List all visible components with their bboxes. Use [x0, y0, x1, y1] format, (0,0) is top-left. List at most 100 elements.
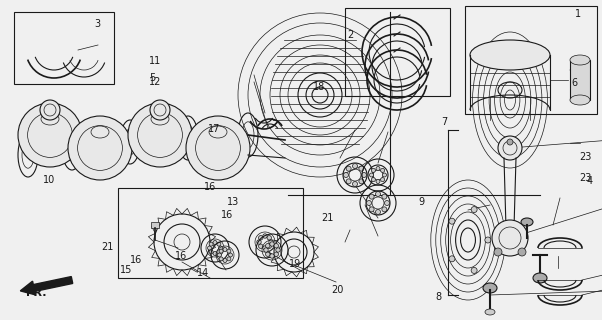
Circle shape [369, 194, 374, 199]
Text: 21: 21 [321, 213, 334, 223]
Circle shape [380, 168, 385, 172]
Text: 16: 16 [175, 251, 187, 261]
Circle shape [219, 249, 223, 253]
Ellipse shape [521, 218, 533, 226]
Circle shape [219, 257, 223, 261]
Text: 18: 18 [313, 82, 325, 92]
Circle shape [376, 191, 380, 196]
Circle shape [223, 247, 227, 252]
Circle shape [346, 166, 351, 171]
Text: 1: 1 [575, 9, 581, 20]
Text: 16: 16 [130, 255, 142, 265]
Text: 2: 2 [347, 29, 353, 40]
Bar [14, 12, 114, 84]
Circle shape [471, 268, 477, 273]
Circle shape [227, 257, 231, 261]
Circle shape [267, 244, 272, 248]
Circle shape [213, 241, 217, 244]
Ellipse shape [150, 100, 170, 120]
Text: 7: 7 [441, 116, 447, 127]
Text: 16: 16 [222, 210, 234, 220]
Circle shape [369, 207, 374, 212]
Circle shape [518, 248, 526, 256]
Circle shape [498, 136, 522, 160]
Circle shape [274, 244, 279, 248]
Circle shape [376, 166, 380, 171]
Ellipse shape [18, 103, 82, 167]
Text: 16: 16 [204, 182, 216, 192]
Text: 12: 12 [149, 76, 161, 87]
Bar [118, 188, 303, 278]
Circle shape [359, 179, 364, 184]
Text: 15: 15 [120, 265, 132, 276]
Circle shape [359, 166, 364, 171]
Circle shape [269, 240, 273, 244]
Circle shape [267, 236, 272, 240]
FancyArrow shape [20, 276, 73, 295]
Circle shape [209, 242, 213, 246]
Circle shape [370, 173, 373, 177]
Circle shape [217, 253, 222, 257]
Circle shape [217, 250, 221, 254]
Circle shape [270, 242, 274, 246]
Text: 13: 13 [228, 196, 240, 207]
Circle shape [229, 253, 232, 257]
Text: 14: 14 [197, 268, 209, 278]
Circle shape [208, 246, 211, 250]
Text: 9: 9 [418, 196, 424, 207]
Circle shape [353, 181, 358, 187]
Bar [151, 222, 159, 228]
Circle shape [213, 252, 217, 255]
Circle shape [507, 139, 513, 145]
Bar [345, 8, 450, 96]
Text: FR.: FR. [26, 288, 46, 298]
Circle shape [385, 201, 389, 205]
Circle shape [346, 179, 351, 184]
Circle shape [263, 246, 267, 250]
Circle shape [265, 252, 270, 256]
Text: 17: 17 [208, 124, 220, 134]
Text: 11: 11 [149, 56, 161, 67]
Circle shape [219, 246, 223, 250]
Circle shape [264, 248, 268, 252]
Text: 6: 6 [572, 77, 578, 88]
Circle shape [367, 201, 371, 205]
Text: 19: 19 [289, 259, 301, 269]
Ellipse shape [186, 116, 250, 180]
Text: 23: 23 [579, 152, 591, 163]
Circle shape [265, 244, 270, 248]
Ellipse shape [483, 283, 497, 293]
Circle shape [471, 207, 477, 212]
Circle shape [209, 250, 213, 254]
Circle shape [263, 234, 267, 238]
Circle shape [258, 244, 263, 248]
Ellipse shape [570, 95, 590, 105]
Circle shape [376, 180, 380, 183]
Circle shape [485, 237, 491, 243]
Circle shape [276, 248, 280, 252]
Circle shape [371, 168, 376, 172]
Text: 10: 10 [43, 175, 55, 185]
Circle shape [257, 240, 261, 244]
Ellipse shape [40, 100, 60, 120]
Circle shape [382, 173, 386, 177]
Text: 5: 5 [149, 73, 155, 84]
Circle shape [353, 164, 358, 169]
Text: 8: 8 [435, 292, 441, 302]
Circle shape [371, 178, 376, 181]
Circle shape [380, 178, 385, 181]
Bar [465, 6, 597, 114]
Ellipse shape [570, 55, 590, 65]
Circle shape [274, 252, 279, 256]
Ellipse shape [485, 309, 495, 315]
Text: 3: 3 [95, 19, 101, 29]
Circle shape [223, 259, 227, 262]
Circle shape [494, 248, 502, 256]
Circle shape [449, 256, 455, 262]
Circle shape [376, 210, 380, 214]
Circle shape [382, 194, 387, 199]
Circle shape [449, 218, 455, 224]
Bar [570, 60, 590, 100]
Ellipse shape [128, 103, 192, 167]
Circle shape [344, 172, 349, 178]
